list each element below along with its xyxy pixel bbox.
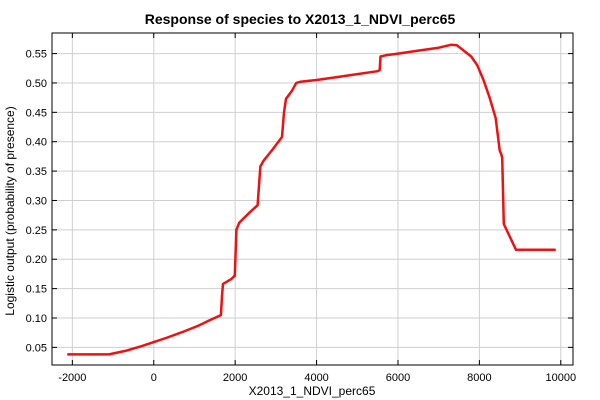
x-tick-label: 6000	[386, 372, 410, 384]
x-tick-label: 0	[151, 372, 157, 384]
y-axis-label: Logistic output (probability of presence…	[3, 106, 17, 315]
y-tick-label: 0.15	[26, 284, 47, 296]
y-tick-label: 0.35	[26, 166, 47, 178]
chart-title: Response of species to X2013_1_NDVI_perc…	[145, 11, 456, 27]
x-tick-label: 8000	[467, 372, 491, 384]
plot-frame	[51, 32, 574, 366]
y-tick-label: 0.10	[26, 313, 47, 325]
tick-layer: -2000 0 2000 4000 6000 8000 10000 0.05 0.10 0.15 0…	[26, 33, 576, 384]
x-tick-label: 10000	[545, 372, 576, 384]
y-tick-label: 0.45	[26, 107, 47, 119]
y-tick-label: 0.50	[26, 78, 47, 90]
series-layer	[67, 43, 556, 356]
x-tick-label: 2000	[223, 372, 247, 384]
x-axis-label: X2013_1_NDVI_perc65	[249, 384, 376, 398]
y-tick-label: 0.40	[26, 137, 47, 149]
x-tick-label: -2000	[58, 372, 86, 384]
y-tick-label: 0.05	[26, 342, 47, 354]
response-curve-line	[67, 43, 556, 356]
y-tick-label: 0.30	[26, 195, 47, 207]
x-tick-label: 4000	[304, 372, 328, 384]
y-tick-label: 0.25	[26, 225, 47, 237]
y-tick-label: 0.20	[26, 254, 47, 266]
y-tick-label: 0.55	[26, 49, 47, 61]
